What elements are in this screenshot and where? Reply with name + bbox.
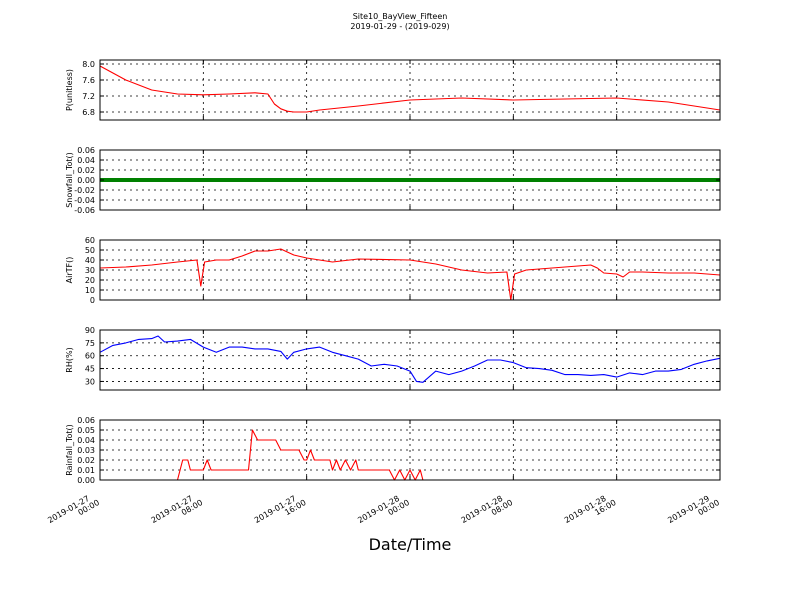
y-tick-label: 0.00 [77,176,95,185]
y-tick-label: 0.04 [77,436,95,445]
y-tick-label: 45 [85,365,95,374]
y-tick-label: 0.02 [77,456,95,465]
y-tick-label: 6.8 [82,108,95,117]
y-tick-label: 60 [85,236,95,245]
panel-1: 6.8 7.2 7.6 8.0 P(unitless) [65,59,721,121]
y-tick-label: 8.0 [82,60,95,69]
chart-subtitle: 2019-01-29 - (2019-029) [350,22,449,31]
y-tick-label: 75 [85,339,95,348]
y-tick-label: 0.01 [77,466,95,475]
panel-2: -0.06-0.04-0.020.000.020.040.06Snowfall_… [65,146,721,215]
panels: 6.87.27.68.0P(unitless)-0.06-0.04-0.020.… [65,59,721,485]
y-tick-label: 60 [85,352,95,361]
y-tick-label: 0 [90,296,95,305]
y-axis-label: P(unitless) [65,69,74,111]
y-tick-label: 0.00 [77,476,95,485]
y-tick-label: -0.02 [74,186,95,195]
y-tick-label: 90 [85,326,95,335]
chart-title: Site10_BayView_Fifteen [353,12,448,21]
y-axis-label: RH(%) [65,347,74,372]
y-tick-label: 10 [85,286,95,295]
y-tick-label: 0.02 [77,166,95,175]
y-tick-label: 20 [85,276,95,285]
y-tick-label: 40 [85,256,95,265]
series-line [99,335,721,383]
y-tick-label: 7.6 [82,76,95,85]
y-tick-label: 0.06 [77,416,95,425]
panel-4: 30 45 60 75 90 RH(%) [65,326,721,391]
y-tick-label: 0.03 [77,446,95,455]
x-axis-label: Date/Time [369,535,452,554]
y-axis-label: AirTF() [65,257,74,284]
y-tick-label: 0.06 [77,146,95,155]
y-tick-label: 0.05 [77,426,95,435]
y-axis-label: Rainfall_Tot() [65,424,74,476]
y-tick-label: 7.2 [82,92,95,101]
panel-5: 0.000.010.020.030.040.050.06Rainfall_Tot… [65,416,721,485]
series-line [99,248,721,301]
y-tick-label: -0.04 [74,196,95,205]
series-line [99,65,721,113]
y-axis-label: Snowfall_Tot() [65,152,74,208]
y-tick-label: 0.04 [77,156,95,165]
y-tick-label: 30 [85,266,95,275]
y-tick-label: -0.06 [74,206,95,215]
y-tick-label: 50 [85,246,95,255]
series-line [100,429,720,481]
y-tick-label: 30 [85,377,95,386]
